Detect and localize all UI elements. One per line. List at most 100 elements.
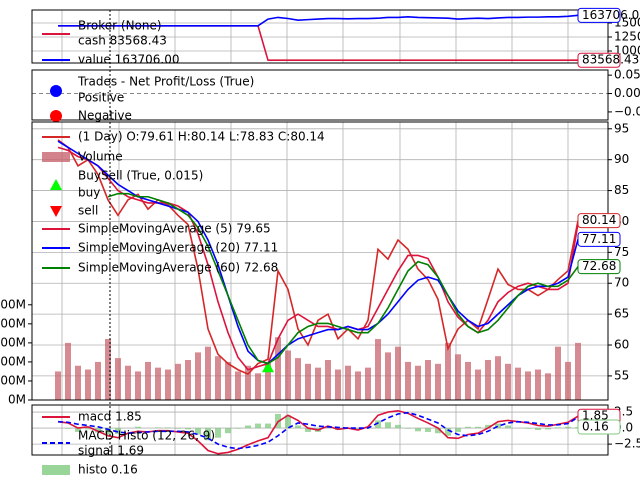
bar — [135, 426, 141, 429]
bar — [85, 428, 91, 430]
plot-area — [32, 70, 608, 120]
end-label: 80.14 — [582, 213, 616, 227]
y-tick-label: 125000 — [614, 30, 640, 44]
legend-swatch — [50, 85, 62, 97]
legend-label: histo 0.16 — [78, 463, 138, 477]
y-tick-label: 70 — [614, 276, 629, 290]
bar — [395, 346, 401, 400]
bar — [555, 427, 561, 429]
bar — [295, 358, 301, 400]
bar — [295, 425, 301, 429]
legend-label: value 163706.00 — [78, 53, 179, 67]
bar — [215, 356, 221, 400]
bar — [455, 428, 461, 432]
bar — [75, 365, 81, 400]
legend-label: buy — [78, 186, 100, 200]
bar — [55, 371, 61, 400]
bar — [85, 369, 91, 400]
bar — [285, 350, 291, 400]
series-line — [57, 140, 579, 365]
legend-title: Broker (None) — [78, 19, 162, 33]
bar — [575, 342, 581, 400]
bar — [165, 369, 171, 400]
legend-title: MACD Histo (12, 26, 9) — [78, 429, 215, 443]
y-tick-label: 95 — [614, 121, 629, 135]
bar — [505, 363, 511, 400]
legend-label: signal 1.69 — [78, 444, 144, 458]
bar — [345, 365, 351, 400]
y-tick-label: 0.00 — [614, 86, 640, 100]
bar — [75, 428, 81, 432]
bar — [175, 428, 181, 429]
bar — [445, 342, 451, 400]
bar — [525, 371, 531, 400]
bar — [155, 367, 161, 400]
y-tick-label: 55 — [614, 368, 629, 382]
bar — [335, 369, 341, 400]
bar — [185, 360, 191, 400]
bar — [415, 365, 421, 400]
legend-label: (1 Day) O:79.61 H:80.14 L:78.83 C:80.14 — [78, 130, 325, 144]
bar — [475, 426, 481, 429]
legend-swatch — [42, 152, 70, 162]
bar — [365, 367, 371, 400]
y2-tick-label: 300M — [0, 335, 26, 349]
bar — [195, 428, 201, 435]
end-box — [577, 213, 621, 229]
legend-label: Negative — [78, 109, 132, 123]
end-box — [577, 419, 621, 435]
end-box — [577, 52, 621, 68]
bar — [455, 354, 461, 400]
bar — [165, 427, 171, 429]
bar — [425, 428, 431, 432]
bar — [375, 420, 381, 429]
bar — [465, 426, 471, 429]
y-tick-label: 65 — [614, 307, 629, 321]
bar — [115, 428, 121, 434]
bar — [325, 427, 331, 429]
bar — [185, 428, 191, 430]
bar — [425, 360, 431, 400]
y-tick-label: 85 — [614, 183, 629, 197]
legend-label: SimpleMovingAverage (20) 77.11 — [78, 241, 278, 255]
bar — [515, 367, 521, 400]
bar — [205, 428, 211, 441]
legend-swatch — [50, 179, 62, 190]
y-tick-label: 75 — [614, 245, 629, 259]
legend-swatch — [42, 465, 70, 475]
bar — [555, 346, 561, 400]
y2-tick-label: 400M — [0, 316, 26, 330]
bar — [465, 361, 471, 400]
bar — [505, 425, 511, 429]
legend-title: BuySell (True, 0.015) — [78, 169, 203, 183]
bar — [115, 358, 121, 400]
bar — [435, 428, 441, 434]
end-label: 1.85 — [582, 409, 609, 423]
bar — [485, 360, 491, 400]
bar — [225, 361, 231, 400]
bar — [255, 373, 261, 400]
end-label: 0.16 — [582, 420, 609, 434]
y-tick-label: 60 — [614, 338, 629, 352]
y2-tick-label: 200M — [0, 354, 26, 368]
bar — [65, 428, 71, 429]
bar — [565, 361, 571, 400]
bar — [495, 356, 501, 400]
legend-label: Volume — [78, 150, 123, 164]
legend-title: Trades - Net Profit/Loss (True) — [77, 75, 254, 89]
plot-frame — [31, 69, 609, 121]
bar — [305, 428, 311, 432]
bar — [535, 369, 541, 400]
legend-label: macd 1.85 — [78, 410, 142, 424]
bar — [445, 428, 451, 436]
bar — [385, 352, 391, 400]
bar — [285, 415, 291, 429]
bar — [395, 424, 401, 429]
end-label: 163706.0 — [582, 8, 639, 22]
legend-swatch — [50, 206, 62, 217]
bar — [265, 361, 271, 400]
bar — [235, 371, 241, 400]
end-box — [577, 231, 621, 247]
bar — [145, 361, 151, 400]
legend-swatch — [50, 110, 62, 122]
